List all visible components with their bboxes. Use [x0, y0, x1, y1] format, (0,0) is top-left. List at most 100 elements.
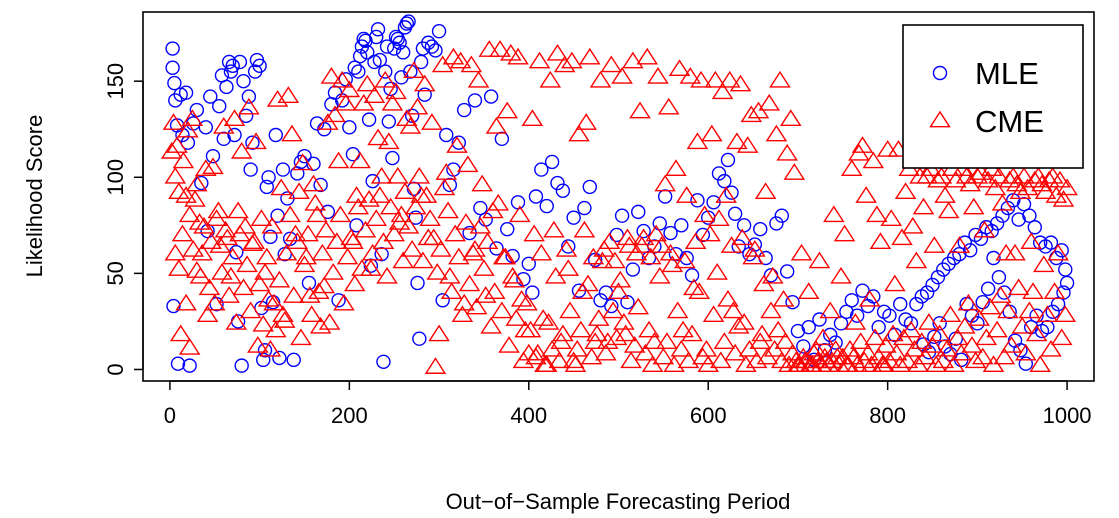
data-point-triangle — [327, 151, 350, 169]
data-point-triangle — [166, 136, 188, 153]
data-point-triangle — [977, 170, 999, 188]
data-point-triangle — [309, 316, 332, 334]
data-point-triangle — [745, 351, 768, 369]
data-point-triangle — [586, 324, 608, 342]
data-point-circle — [753, 221, 768, 237]
data-point-circle — [561, 239, 576, 254]
data-point-triangle — [882, 324, 904, 342]
data-point-triangle — [620, 351, 642, 369]
data-point-triangle — [297, 224, 319, 242]
data-point-triangle — [749, 332, 772, 349]
data-point-triangle — [776, 143, 798, 161]
data-point-triangle — [659, 243, 682, 261]
data-point-circle — [790, 323, 806, 339]
data-point-triangle — [692, 347, 714, 365]
data-point-triangle — [238, 97, 260, 115]
data-point-triangle — [744, 239, 766, 257]
data-point-triangle — [516, 293, 538, 311]
data-point-triangle — [469, 216, 492, 234]
data-point-circle — [327, 85, 343, 100]
data-point-triangle — [788, 355, 811, 373]
data-point-triangle — [880, 209, 903, 226]
data-point-triangle — [557, 259, 580, 276]
data-point-triangle — [758, 93, 781, 111]
data-point-circle — [376, 354, 391, 369]
data-point-circle — [690, 193, 705, 208]
data-point-triangle — [839, 339, 861, 357]
data-point-triangle — [851, 136, 874, 153]
data-point-circle — [962, 243, 978, 258]
data-point-triangle — [666, 301, 689, 319]
data-point-triangle — [997, 301, 1019, 319]
data-point-triangle — [496, 101, 519, 119]
data-point-triangle — [867, 347, 890, 365]
data-point-triangle — [864, 328, 886, 346]
data-point-triangle — [543, 220, 565, 238]
data-point-circle — [731, 239, 746, 254]
data-point-triangle — [200, 232, 222, 250]
data-point-circle — [223, 64, 239, 79]
data-point-triangle — [869, 232, 892, 250]
data-point-circle — [241, 89, 257, 104]
data-point-triangle — [279, 205, 301, 223]
data-point-triangle — [491, 301, 513, 319]
x-axis-label: Out−of−Sample Forecasting Period — [446, 489, 791, 514]
data-point-triangle — [936, 339, 958, 357]
data-point-triangle — [613, 313, 635, 330]
data-point-triangle — [683, 278, 705, 296]
data-point-triangle — [731, 228, 754, 246]
data-point-circle — [170, 356, 186, 371]
data-point-triangle — [962, 197, 985, 215]
data-point-circle — [252, 58, 267, 74]
data-point-triangle — [426, 263, 449, 280]
data-point-triangle — [363, 86, 386, 103]
data-point-triangle — [1020, 232, 1042, 250]
data-point-triangle — [760, 301, 782, 319]
legend-marker-mle — [932, 65, 948, 81]
data-point-triangle — [1000, 336, 1023, 353]
data-point-triangle — [604, 251, 626, 269]
data-point-circle — [358, 33, 373, 49]
data-point-triangle — [738, 339, 761, 357]
data-point-triangle — [724, 343, 746, 361]
data-point-triangle — [640, 247, 662, 265]
data-point-triangle — [291, 153, 314, 171]
data-point-triangle — [573, 220, 596, 238]
data-point-triangle — [308, 282, 330, 299]
data-point-triangle — [781, 343, 804, 361]
data-point-triangle — [351, 259, 373, 276]
data-point-triangle — [636, 47, 658, 65]
data-point-triangle — [679, 67, 702, 84]
data-point-triangle — [577, 274, 599, 292]
data-point-triangle — [708, 209, 730, 226]
data-point-circle — [510, 195, 526, 210]
data-point-triangle — [394, 182, 416, 200]
data-point-triangle — [367, 128, 389, 146]
data-point-circle — [365, 173, 380, 189]
data-point-triangle — [489, 40, 511, 57]
legend-label-cme: CME — [975, 104, 1044, 139]
data-point-triangle — [934, 186, 956, 203]
data-point-triangle — [675, 186, 698, 203]
data-point-triangle — [1027, 166, 1050, 184]
data-point-triangle — [476, 232, 499, 250]
data-points — [160, 14, 1078, 374]
data-point-triangle — [647, 67, 669, 84]
data-point-triangle — [779, 109, 802, 127]
data-point-triangle — [530, 243, 553, 261]
data-point-circle — [631, 204, 646, 220]
data-point-triangle — [927, 170, 949, 188]
data-point-triangle — [735, 355, 757, 373]
data-point-triangle — [866, 205, 888, 223]
data-point-circle — [849, 308, 865, 323]
data-point-circle — [369, 29, 384, 45]
data-point-triangle — [812, 328, 834, 346]
data-point-triangle — [905, 251, 928, 269]
data-point-circle — [234, 358, 249, 373]
data-point-circle — [456, 102, 472, 118]
data-point-triangle — [821, 351, 843, 369]
data-point-triangle — [1022, 282, 1044, 299]
data-point-triangle — [207, 201, 230, 219]
data-point-circle — [263, 229, 278, 245]
